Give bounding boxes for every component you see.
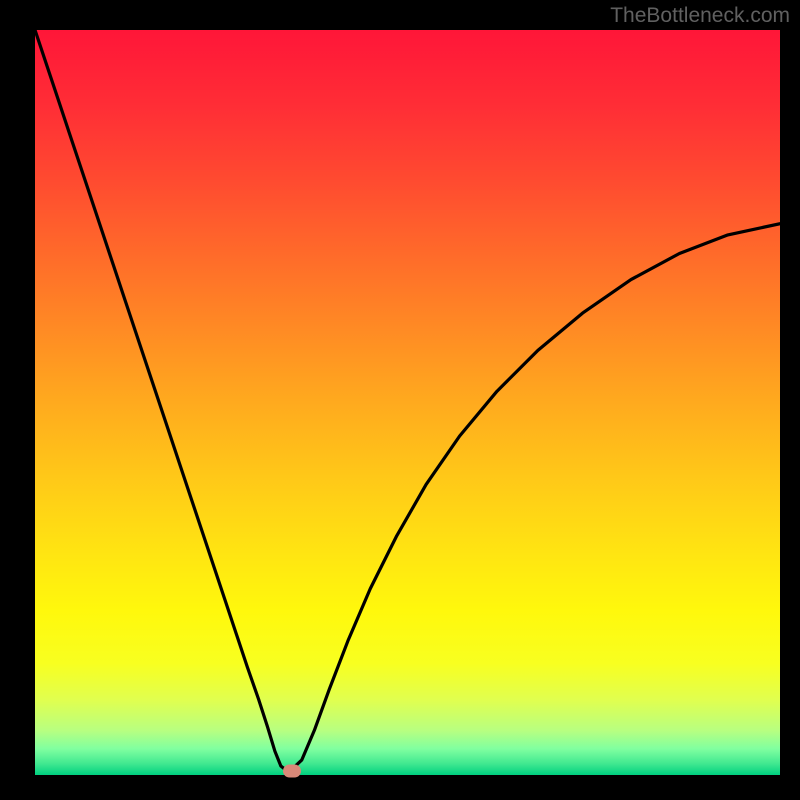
bottleneck-curve — [35, 30, 780, 775]
watermark-text: TheBottleneck.com — [610, 4, 790, 28]
optimal-point-marker — [283, 764, 301, 777]
plot-area — [35, 30, 780, 775]
